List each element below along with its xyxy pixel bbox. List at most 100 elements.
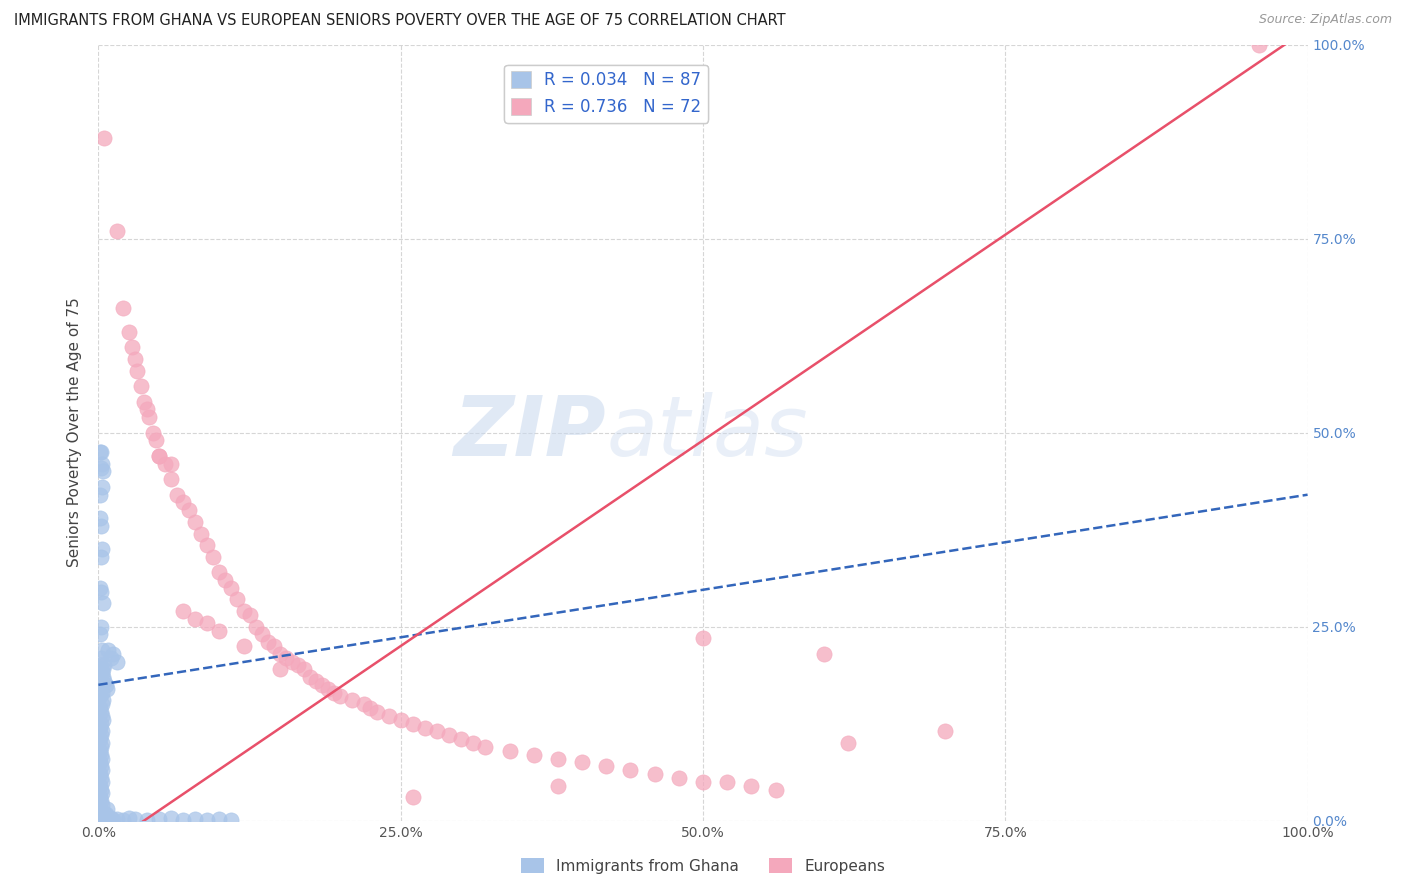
- Legend: R = 0.034   N = 87, R = 0.736   N = 72: R = 0.034 N = 87, R = 0.736 N = 72: [505, 64, 709, 122]
- Point: [90, 445, 112, 459]
- Point: [90, 620, 112, 634]
- Point: [311, 678, 333, 692]
- Point: [97, 643, 120, 657]
- Point: [89, 445, 111, 459]
- Point: [377, 709, 399, 723]
- Point: [256, 635, 278, 649]
- Point: [160, 472, 183, 486]
- Point: [172, 813, 194, 827]
- Point: [94, 811, 117, 825]
- Point: [619, 763, 641, 777]
- Point: [329, 690, 352, 704]
- Point: [90, 705, 112, 719]
- Point: [305, 673, 328, 688]
- Point: [91, 709, 114, 723]
- Point: [89, 790, 111, 805]
- Point: [135, 402, 157, 417]
- Point: [232, 639, 254, 653]
- Point: [105, 224, 128, 238]
- Point: [221, 813, 243, 827]
- Point: [96, 802, 118, 816]
- Point: [96, 813, 118, 827]
- Point: [281, 655, 304, 669]
- Point: [208, 624, 231, 638]
- Point: [389, 713, 412, 727]
- Point: [299, 670, 322, 684]
- Point: [547, 779, 569, 793]
- Point: [111, 813, 134, 827]
- Text: ZIP: ZIP: [454, 392, 606, 473]
- Point: [716, 774, 738, 789]
- Point: [142, 425, 165, 440]
- Point: [90, 759, 112, 773]
- Point: [323, 685, 346, 699]
- Point: [124, 351, 146, 366]
- Point: [274, 650, 297, 665]
- Point: [90, 805, 112, 820]
- Point: [153, 457, 176, 471]
- Point: [93, 810, 115, 824]
- Point: [226, 592, 249, 607]
- Point: [89, 511, 111, 525]
- Text: atlas: atlas: [606, 392, 808, 473]
- Point: [402, 790, 425, 805]
- Point: [93, 658, 115, 673]
- Point: [179, 503, 201, 517]
- Point: [89, 658, 111, 673]
- Point: [91, 698, 114, 712]
- Point: [91, 464, 114, 478]
- Point: [89, 779, 111, 793]
- Point: [118, 325, 141, 339]
- Point: [195, 813, 218, 827]
- Point: [89, 812, 111, 826]
- Point: [184, 515, 207, 529]
- Text: IMMIGRANTS FROM GHANA VS EUROPEAN SENIORS POVERTY OVER THE AGE OF 75 CORRELATION: IMMIGRANTS FROM GHANA VS EUROPEAN SENIOR…: [14, 13, 786, 29]
- Point: [813, 647, 835, 661]
- Point: [91, 724, 114, 739]
- Point: [269, 647, 291, 661]
- Point: [111, 301, 134, 316]
- Point: [91, 763, 114, 777]
- Point: [89, 627, 111, 641]
- Point: [89, 488, 111, 502]
- Point: [692, 774, 714, 789]
- Point: [463, 736, 485, 750]
- Point: [595, 759, 617, 773]
- Point: [145, 434, 167, 448]
- Point: [547, 751, 569, 765]
- Text: Source: ZipAtlas.com: Source: ZipAtlas.com: [1258, 13, 1392, 27]
- Point: [202, 549, 225, 564]
- Point: [105, 812, 128, 826]
- Point: [360, 701, 382, 715]
- Point: [90, 739, 112, 754]
- Point: [837, 736, 859, 750]
- Point: [90, 814, 112, 828]
- Point: [498, 744, 520, 758]
- Point: [292, 662, 315, 676]
- Point: [90, 662, 112, 676]
- Point: [91, 643, 114, 657]
- Point: [89, 721, 111, 735]
- Y-axis label: Seniors Poverty Over the Age of 75: Seniors Poverty Over the Age of 75: [67, 298, 83, 567]
- Point: [571, 756, 593, 770]
- Point: [91, 810, 114, 824]
- Point: [214, 573, 236, 587]
- Point: [287, 658, 309, 673]
- Point: [91, 662, 114, 676]
- Point: [90, 771, 112, 785]
- Point: [450, 732, 472, 747]
- Point: [91, 693, 114, 707]
- Point: [91, 542, 114, 557]
- Point: [124, 812, 146, 826]
- Point: [342, 693, 364, 707]
- Point: [94, 807, 117, 822]
- Point: [93, 673, 115, 688]
- Point: [402, 716, 425, 731]
- Point: [90, 549, 112, 564]
- Point: [101, 647, 124, 661]
- Point: [190, 526, 212, 541]
- Point: [90, 794, 112, 808]
- Point: [89, 581, 111, 595]
- Point: [184, 612, 207, 626]
- Point: [148, 449, 170, 463]
